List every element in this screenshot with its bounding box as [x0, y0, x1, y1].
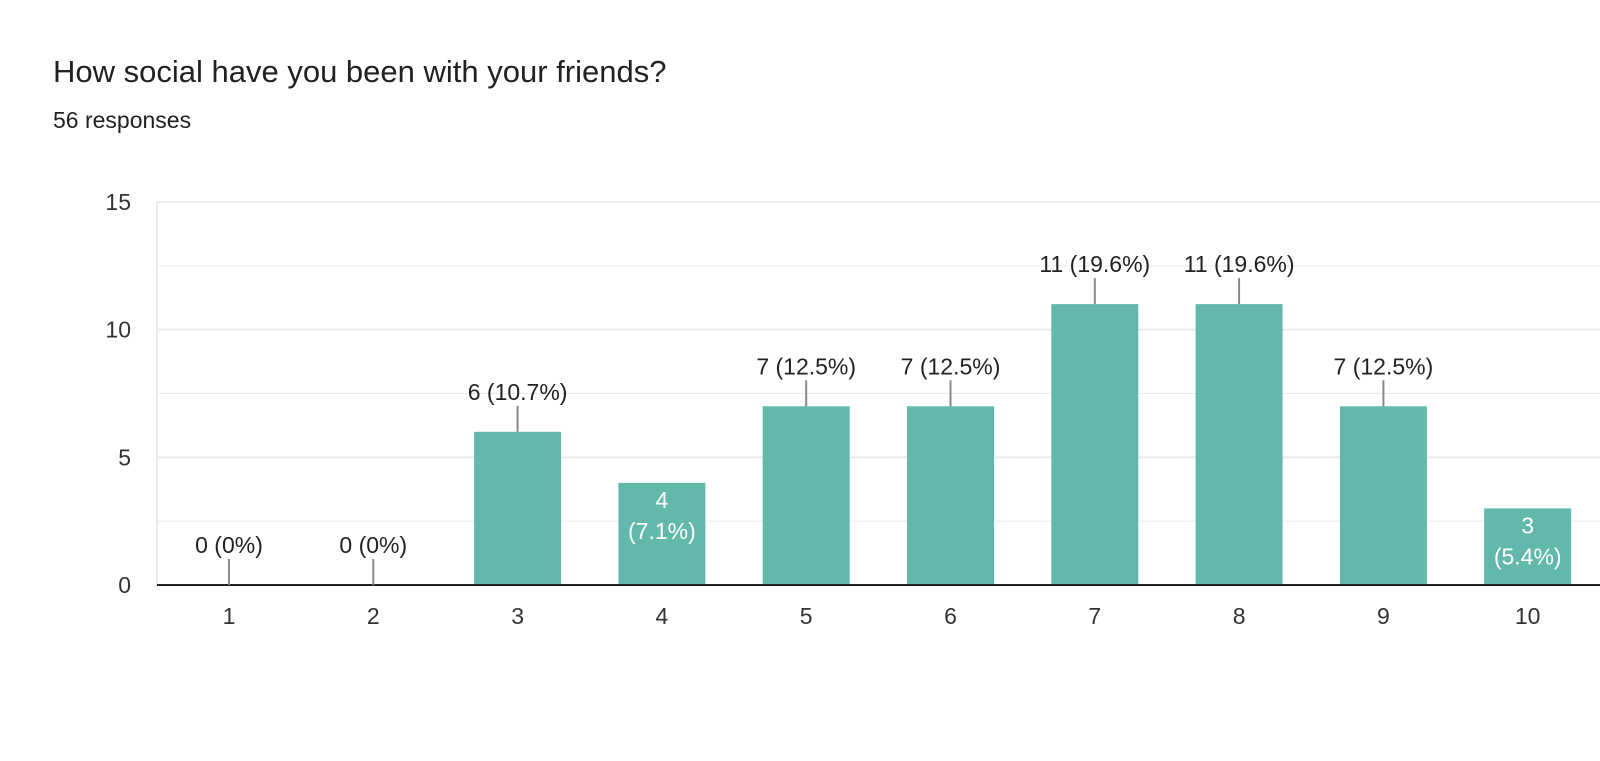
bar — [1195, 304, 1283, 585]
data-label-percent: (7.1%) — [628, 518, 696, 544]
data-label: 7 (12.5%) — [756, 353, 856, 379]
bar — [1339, 406, 1427, 585]
data-label: 7 (12.5%) — [1334, 353, 1434, 379]
bar — [1051, 304, 1139, 585]
data-label-count: 4 — [656, 487, 669, 513]
data-label-percent: (5.4%) — [1494, 543, 1562, 569]
x-tick-label: 8 — [1233, 603, 1246, 629]
data-label: 0 (0%) — [195, 532, 263, 558]
data-label: 7 (12.5%) — [901, 353, 1001, 379]
y-tick-label: 5 — [118, 444, 131, 470]
y-tick-label: 15 — [105, 189, 131, 215]
y-tick-label: 10 — [105, 317, 131, 343]
y-tick-label: 0 — [118, 572, 131, 598]
data-label: 6 (10.7%) — [468, 379, 568, 405]
bar — [618, 482, 706, 585]
x-tick-label: 9 — [1377, 603, 1390, 629]
y-axis-ticks: 0 5 10 15 — [105, 189, 131, 598]
bars — [474, 304, 1572, 585]
x-tick-label: 7 — [1088, 603, 1101, 629]
bar — [762, 406, 850, 585]
bar — [1484, 508, 1572, 585]
data-label-count: 3 — [1521, 512, 1534, 538]
x-tick-label: 3 — [511, 603, 524, 629]
response-count: 56 responses — [53, 107, 192, 133]
bar — [474, 431, 562, 585]
data-labels: 0 (0%) 0 (0%) 6 (10.7%) 4 (7.1%) 7 (12.5%) 7 (… — [195, 251, 1562, 585]
x-tick-label: 4 — [656, 603, 669, 629]
chart-title: How social have you been with your frien… — [53, 54, 667, 89]
bar — [907, 406, 994, 585]
x-tick-label: 6 — [944, 603, 957, 629]
x-tick-label: 1 — [223, 603, 236, 629]
grid-lines — [156, 201, 1600, 585]
x-axis-ticks: 1 2 3 4 5 6 7 8 9 10 — [223, 603, 1541, 629]
data-label: 0 (0%) — [339, 532, 407, 558]
x-tick-label: 2 — [367, 603, 380, 629]
data-label: 11 (19.6%) — [1039, 251, 1150, 277]
x-tick-label: 5 — [800, 603, 813, 629]
x-tick-label: 10 — [1515, 603, 1541, 629]
data-label: 11 (19.6%) — [1184, 251, 1295, 277]
